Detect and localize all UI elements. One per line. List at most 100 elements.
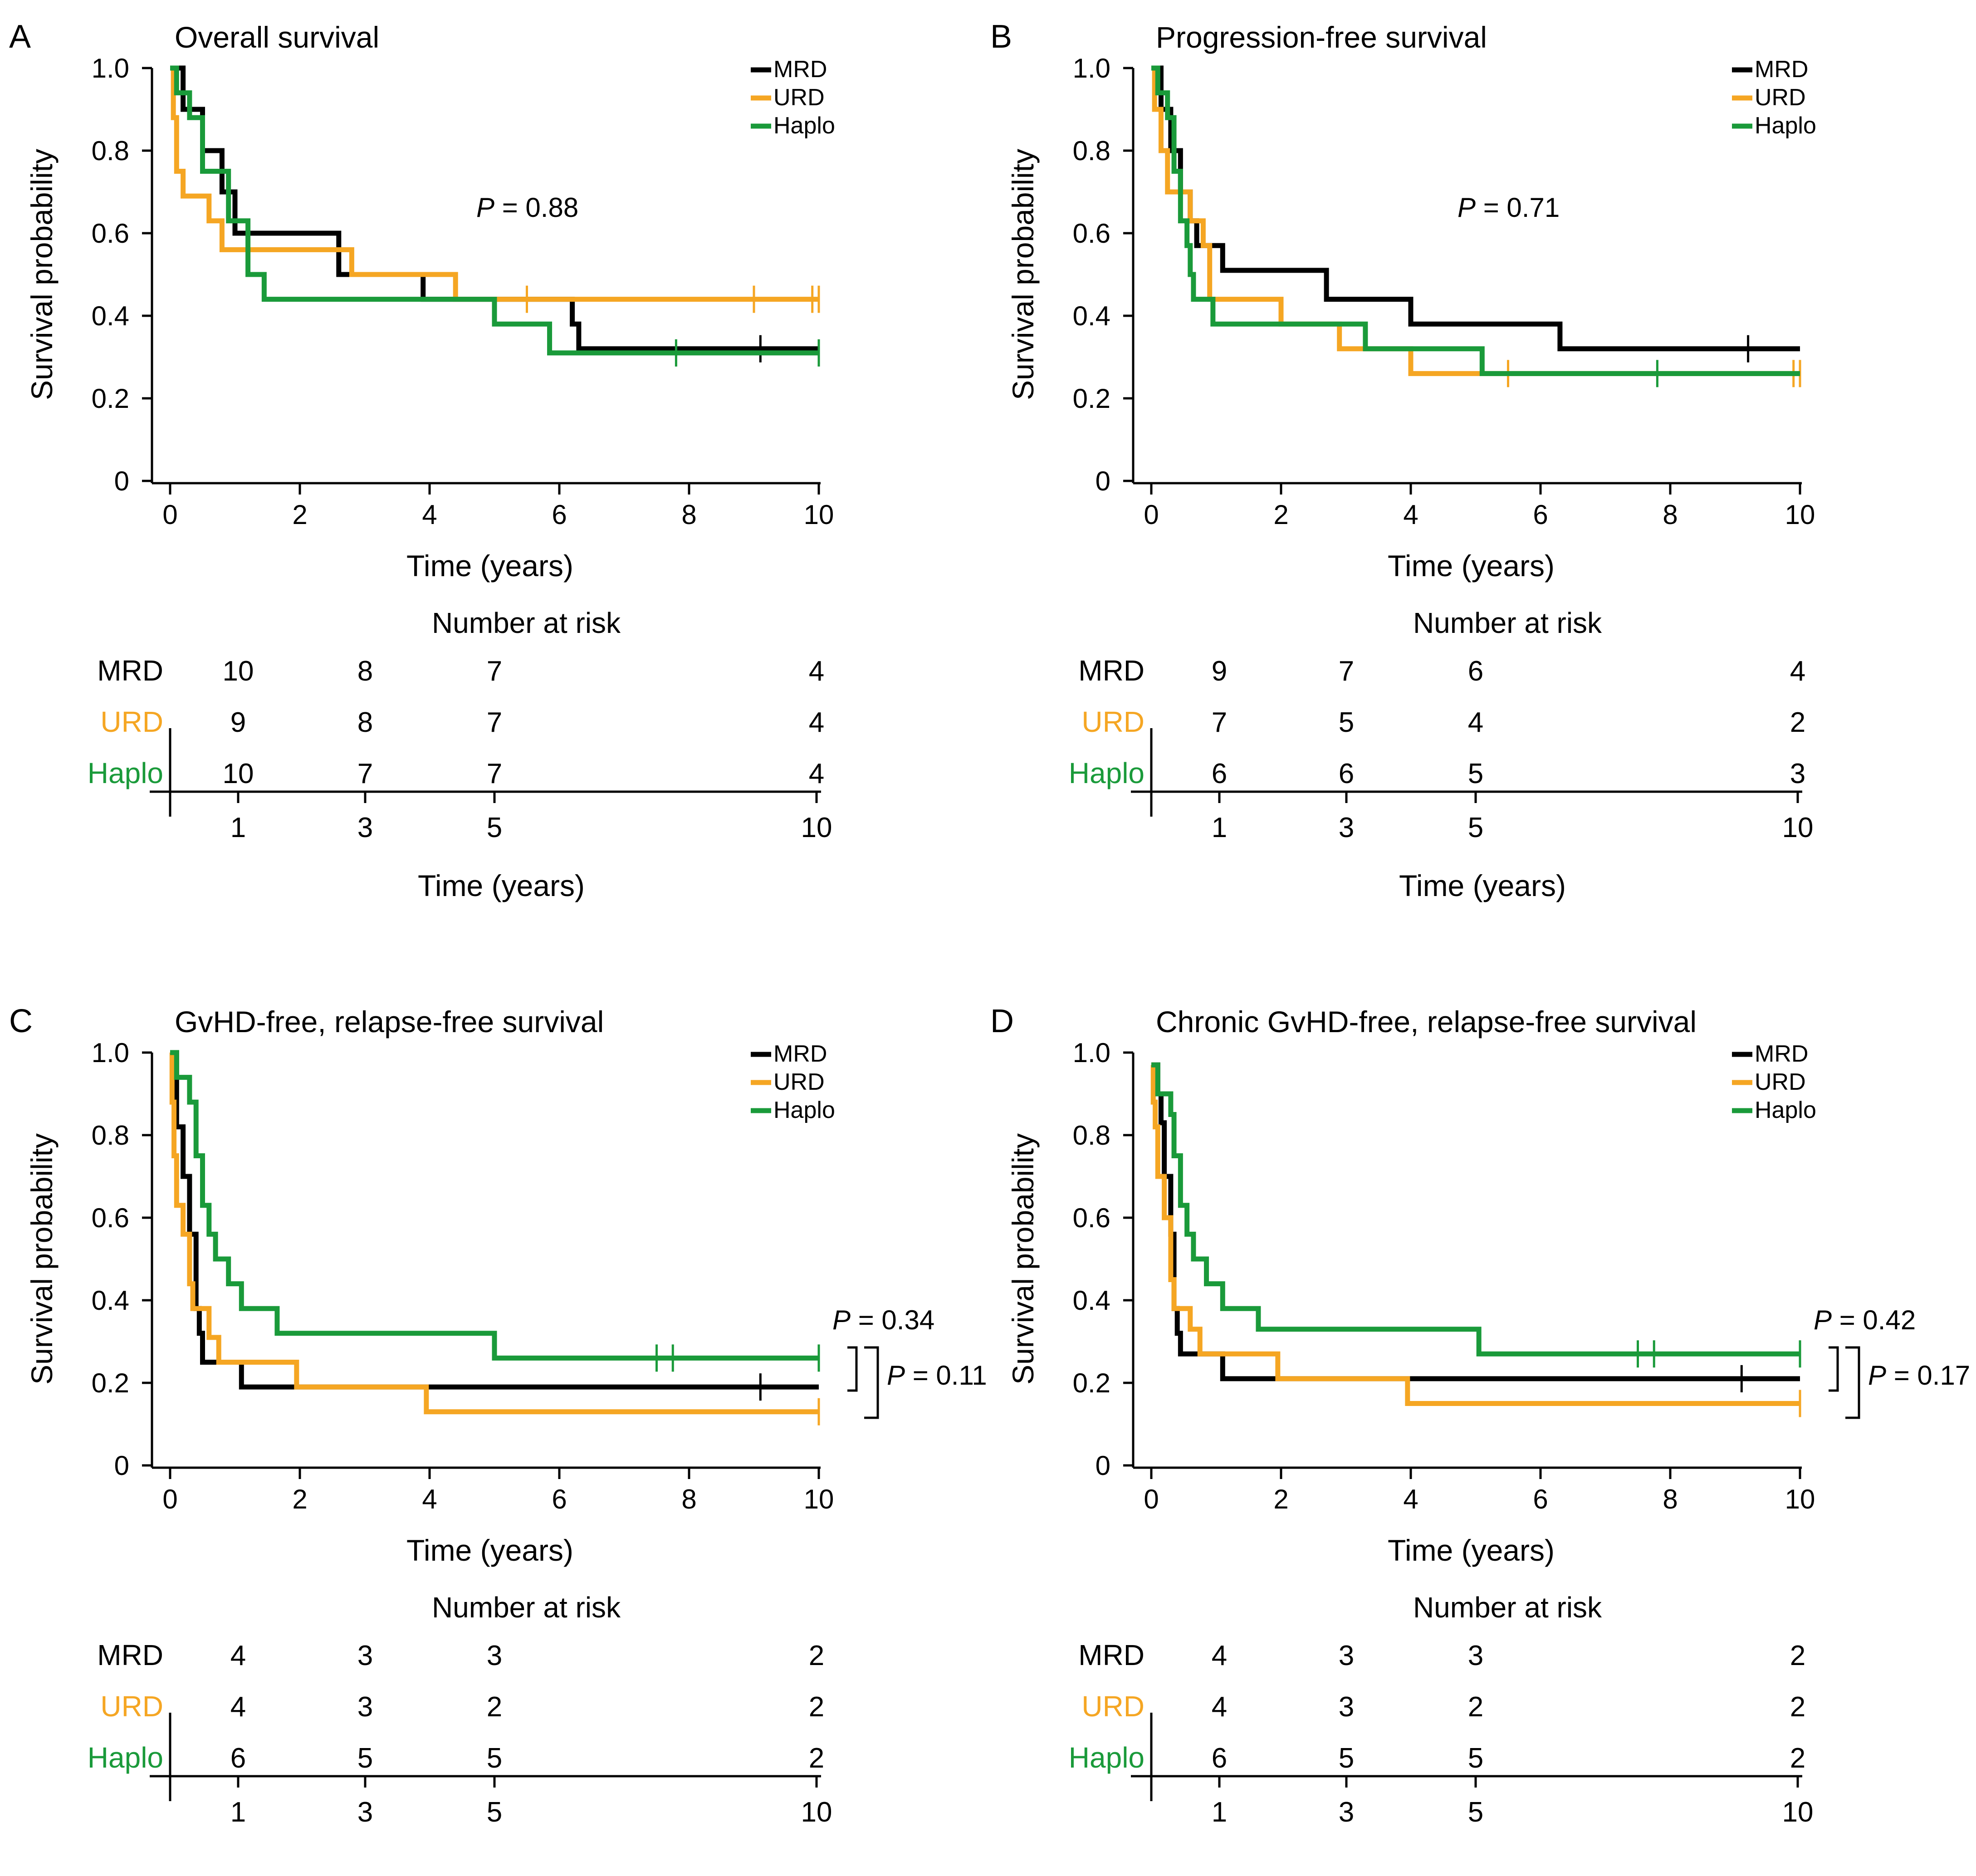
x-axis-label: Time (years) [1388, 1533, 1555, 1567]
risk-value: 7 [487, 656, 502, 687]
risk-value: 8 [357, 707, 373, 738]
y-tick-label: 0.4 [1073, 301, 1110, 331]
y-axis-label: Survival probability [25, 1133, 59, 1385]
legend-label-haplo: Haplo [773, 1097, 835, 1123]
y-tick-label: 0.6 [92, 1203, 129, 1233]
y-tick-label: 0.4 [92, 1285, 129, 1316]
risk-group-mrd: MRD [1078, 654, 1145, 687]
legend-label-haplo: Haplo [773, 113, 835, 139]
y-tick-label: 0.2 [1073, 383, 1110, 414]
risk-value: 3 [1339, 1691, 1354, 1723]
x-axis-label: Time (years) [406, 1533, 573, 1567]
risk-value: 4 [1468, 707, 1483, 738]
p-value: P = 0.71 [1458, 192, 1560, 223]
risk-value: 3 [487, 1640, 502, 1671]
panel-letter: A [9, 19, 31, 55]
risk-axis-tick-label: 5 [487, 1797, 502, 1828]
legend-label-mrd: MRD [773, 56, 827, 83]
risk-axis-tick-label: 1 [1212, 1797, 1227, 1828]
risk-value: 9 [230, 707, 246, 738]
risk-value: 5 [1468, 758, 1483, 789]
x-tick-label: 6 [552, 1484, 567, 1514]
risk-value: 10 [223, 758, 254, 789]
x-tick-label: 2 [292, 1484, 307, 1514]
risk-value: 8 [357, 656, 373, 687]
risk-value: 2 [1790, 1743, 1805, 1774]
y-tick-label: 1.0 [1073, 53, 1110, 83]
panel-title: GvHD-free, relapse-free survival [175, 1005, 604, 1038]
risk-axis-label: Time (years) [418, 869, 585, 902]
risk-axis-tick-label: 3 [357, 1797, 373, 1828]
series-line-haplo [170, 65, 819, 356]
risk-axis-tick-label: 3 [1339, 812, 1354, 843]
y-tick-label: 0.8 [92, 136, 129, 166]
risk-value: 5 [487, 1743, 502, 1774]
risk-value: 10 [223, 656, 254, 687]
p-value-haplo-mrd: P = 0.34 [832, 1305, 934, 1335]
x-tick-label: 0 [162, 1484, 177, 1514]
panel-title: Chronic GvHD-free, relapse-free survival [1156, 1005, 1697, 1038]
risk-group-urd: URD [100, 1690, 163, 1723]
legend-label-urd: URD [1755, 1069, 1806, 1095]
y-tick-label: 0.2 [92, 1368, 129, 1398]
risk-table-title: Number at risk [432, 607, 621, 639]
risk-group-mrd: MRD [97, 654, 163, 687]
y-axis-label: Survival probability [25, 149, 59, 400]
risk-value: 6 [1212, 1743, 1227, 1774]
risk-group-haplo: Haplo [1069, 1741, 1145, 1774]
risk-value: 3 [357, 1691, 373, 1723]
y-tick-label: 0.6 [92, 218, 129, 249]
legend-label-mrd: MRD [1755, 1041, 1808, 1067]
x-tick-label: 10 [1785, 500, 1815, 530]
legend-label-mrd: MRD [773, 1041, 827, 1067]
risk-value: 7 [357, 758, 373, 789]
risk-group-haplo: Haplo [88, 1741, 163, 1774]
risk-value: 3 [357, 1640, 373, 1671]
risk-value: 7 [487, 758, 502, 789]
legend-label-urd: URD [773, 1069, 825, 1095]
risk-table-title: Number at risk [1413, 1591, 1602, 1624]
panel-letter: C [9, 1003, 33, 1039]
y-tick-label: 0.8 [1073, 136, 1110, 166]
risk-value: 4 [1790, 656, 1805, 687]
risk-axis-tick-label: 1 [230, 1797, 246, 1828]
risk-value: 7 [1212, 707, 1227, 738]
bracket-outer [864, 1346, 879, 1419]
risk-value: 6 [1468, 656, 1483, 687]
risk-value: 7 [1339, 656, 1354, 687]
risk-table-title: Number at risk [1413, 607, 1602, 639]
p-value-haplo-mrd: P = 0.42 [1814, 1305, 1916, 1335]
risk-value: 2 [1790, 707, 1805, 738]
x-tick-label: 6 [1533, 1484, 1548, 1514]
x-tick-label: 10 [1785, 1484, 1815, 1514]
risk-value: 4 [230, 1640, 246, 1671]
y-tick-label: 1.0 [92, 53, 129, 83]
x-tick-label: 8 [681, 1484, 696, 1514]
risk-value: 4 [1212, 1640, 1227, 1671]
x-tick-label: 6 [1533, 500, 1548, 530]
x-tick-label: 8 [1663, 500, 1678, 530]
risk-group-mrd: MRD [97, 1639, 163, 1671]
legend-label-urd: URD [1755, 84, 1806, 111]
risk-value: 5 [1339, 707, 1354, 738]
p-value-haplo-urd: P = 0.17 [1868, 1360, 1970, 1391]
bracket-inner [1829, 1346, 1839, 1392]
panel-letter: D [990, 1003, 1014, 1039]
x-tick-label: 4 [1403, 500, 1418, 530]
risk-value: 6 [230, 1743, 246, 1774]
risk-group-mrd: MRD [1078, 1639, 1145, 1671]
panel-letter: B [990, 19, 1012, 55]
y-tick-label: 0 [114, 466, 129, 496]
risk-value: 4 [809, 707, 824, 738]
risk-value: 4 [809, 656, 824, 687]
risk-value: 2 [1790, 1691, 1805, 1723]
risk-value: 6 [1339, 758, 1354, 789]
risk-axis-tick-label: 3 [357, 812, 373, 843]
risk-group-urd: URD [1081, 1690, 1145, 1723]
series-line-haplo [1151, 65, 1800, 376]
risk-axis-tick-label: 3 [1339, 1797, 1354, 1828]
x-tick-label: 4 [422, 500, 437, 530]
y-tick-label: 0 [1096, 466, 1110, 496]
risk-axis-tick-label: 10 [801, 812, 832, 843]
